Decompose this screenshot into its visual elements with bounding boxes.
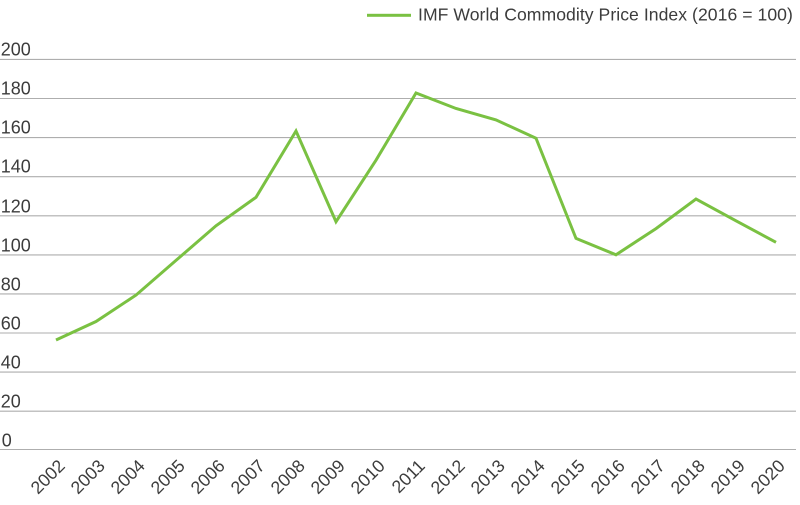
svg-text:80: 80 bbox=[1, 275, 21, 295]
svg-text:40: 40 bbox=[1, 353, 21, 373]
svg-text:200: 200 bbox=[1, 40, 31, 60]
svg-text:20: 20 bbox=[1, 392, 21, 412]
svg-text:0: 0 bbox=[2, 431, 12, 451]
svg-text:60: 60 bbox=[1, 314, 21, 334]
svg-text:IMF World Commodity Price Inde: IMF World Commodity Price Index (2016 = … bbox=[418, 5, 793, 25]
svg-text:100: 100 bbox=[1, 236, 31, 256]
svg-text:180: 180 bbox=[1, 79, 31, 99]
svg-text:140: 140 bbox=[1, 157, 31, 177]
svg-text:160: 160 bbox=[1, 118, 31, 138]
svg-text:120: 120 bbox=[1, 197, 31, 217]
